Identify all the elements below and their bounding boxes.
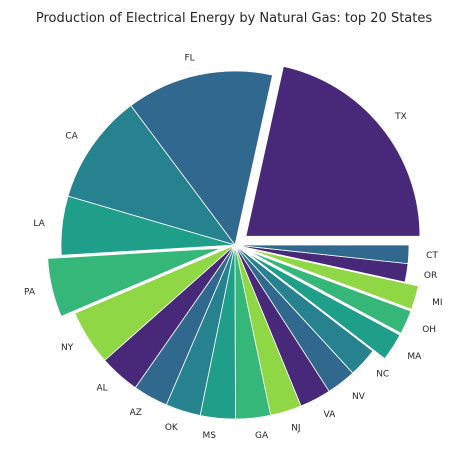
slice-label-ma: MA: [407, 352, 422, 362]
slice-label-or: OR: [424, 271, 437, 281]
pie-slice-ma: [246, 252, 401, 360]
slice-label-pa: PA: [24, 288, 36, 298]
pie-slice-mi: [248, 248, 419, 310]
pie-slice-ct: [234, 244, 410, 265]
slice-label-nc: NC: [376, 370, 389, 380]
pie-slice-fl: [130, 70, 273, 246]
pie-slice-tx: [245, 65, 421, 237]
slice-label-ct: CT: [426, 251, 438, 261]
slice-label-nv: NV: [352, 392, 366, 402]
slice-label-fl: FL: [185, 53, 195, 63]
slice-label-al: AL: [97, 383, 108, 393]
slice-label-ms: MS: [203, 431, 217, 441]
pie-slice-ca: [67, 105, 236, 246]
labels-layer: TX FL CA LA PA NY AL AZ OK MS GA NJ VA NV NC MA OH MI OR CT: [24, 53, 443, 441]
slice-label-ca: CA: [65, 131, 78, 141]
pie-slice-la: [60, 195, 236, 256]
slice-label-la: LA: [33, 219, 45, 229]
slice-label-ok: OK: [165, 423, 179, 433]
pie-slice-nc: [234, 244, 374, 374]
pie-slice-pa: [47, 247, 222, 317]
chart-title: Production of Electrical Energy by Natur…: [36, 11, 432, 26]
slice-label-mi: MI: [432, 298, 442, 308]
slice-label-ga: GA: [255, 431, 269, 441]
slice-label-ny: NY: [61, 343, 74, 353]
pie-slice-oh: [247, 250, 412, 334]
slice-label-tx: TX: [394, 112, 407, 122]
slices-layer: [47, 65, 421, 420]
slice-label-oh: OH: [422, 325, 436, 335]
slice-label-nj: NJ: [291, 423, 300, 433]
slice-label-az: AZ: [130, 408, 142, 418]
slice-label-va: VA: [323, 410, 336, 420]
